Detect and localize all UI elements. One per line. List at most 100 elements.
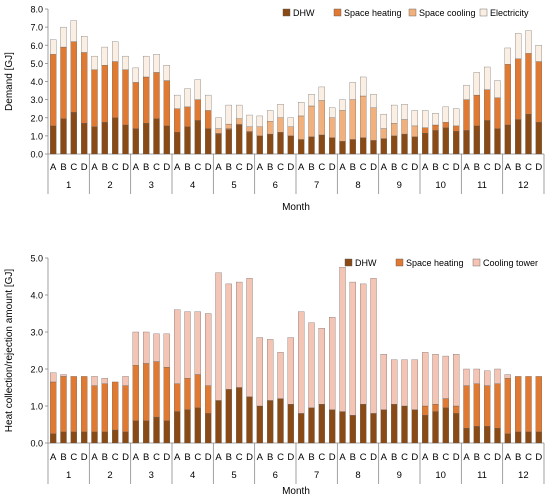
y-tick-label: 1.0 <box>30 131 43 141</box>
bar-segment <box>225 389 232 444</box>
bar-segment <box>473 383 480 427</box>
bar-segment <box>246 126 253 132</box>
bar-segment <box>91 376 98 386</box>
bar-segment <box>132 365 139 421</box>
bar-segment <box>143 123 150 155</box>
bar-segment <box>463 385 470 429</box>
bar-segment <box>504 47 511 65</box>
bar-segment <box>101 46 108 66</box>
subcategory-label: C <box>153 162 160 173</box>
bar-segment <box>370 278 377 414</box>
bar-segment <box>215 272 222 401</box>
bar-segment <box>194 407 201 444</box>
subcategory-label: A <box>505 162 512 173</box>
subcategory-label: B <box>60 162 66 173</box>
legend-swatch <box>344 258 353 267</box>
bar-segment <box>205 413 212 444</box>
bar-segment <box>184 409 191 444</box>
subcategory-label: B <box>515 162 521 173</box>
subcategory-label: C <box>153 452 160 463</box>
bar-segment <box>60 374 67 377</box>
group-label: 1 <box>66 180 71 191</box>
bar-segment <box>236 387 243 444</box>
subcategory-label: A <box>381 452 388 463</box>
subcategory-label: D <box>411 452 418 463</box>
bar-segment <box>132 67 139 83</box>
bar-segment <box>153 72 160 119</box>
group-label: 7 <box>314 470 319 481</box>
group-label: 9 <box>397 180 402 191</box>
bar-segment <box>473 426 480 444</box>
bar-segment <box>122 376 129 386</box>
bar-segment <box>453 405 460 414</box>
bar-segment <box>236 118 243 125</box>
subcategory-label: D <box>535 452 542 463</box>
bar-segment <box>535 122 542 155</box>
bar-segment <box>484 66 491 90</box>
subcategory-label: B <box>515 452 521 463</box>
group-label: 5 <box>231 470 236 481</box>
subcategory-label: C <box>360 452 367 463</box>
bar-segment <box>432 130 439 155</box>
bar-segment <box>453 413 460 444</box>
bar-segment <box>236 104 243 119</box>
subcategory-label: A <box>463 162 470 173</box>
subcategory-label: A <box>257 162 264 173</box>
bar-segment <box>411 136 418 155</box>
subcategory-label: D <box>453 452 460 463</box>
bar-segment <box>194 374 201 408</box>
subcategory-label: C <box>318 452 325 463</box>
subcategory-label: C <box>236 162 243 173</box>
subcategory-label: D <box>122 162 129 173</box>
subcategory-label: A <box>50 452 57 463</box>
y-tick-label: 4.0 <box>30 77 43 87</box>
bar-segment <box>298 115 305 140</box>
bar-segment <box>60 46 67 119</box>
group-label: 12 <box>518 180 529 191</box>
x-axis-label: Month <box>282 202 310 213</box>
bar-segment <box>515 119 522 155</box>
bar-segment <box>91 431 98 444</box>
bar-segment <box>81 52 88 124</box>
bar-segment <box>277 398 284 444</box>
bar-segment <box>391 104 398 124</box>
bar-segment <box>515 376 522 433</box>
bar-segment <box>360 137 367 155</box>
bar-segment <box>432 403 439 412</box>
bar-segment <box>153 333 160 362</box>
y-axis-label: Heat collection/rejection amount [GJ] <box>4 269 15 433</box>
y-tick-label: 2.0 <box>30 365 43 375</box>
bar-segment <box>442 127 449 155</box>
subcategory-label: C <box>442 162 449 173</box>
subcategory-label: D <box>246 162 253 173</box>
bar-segment <box>318 134 325 155</box>
bar-segment <box>370 94 377 108</box>
bar-segment <box>50 54 57 127</box>
bar-segment <box>246 278 253 397</box>
legend-label: Cooling tower <box>483 258 538 268</box>
bar-segment <box>91 126 98 155</box>
bar-segment <box>494 368 501 384</box>
subcategory-label: A <box>422 162 429 173</box>
bar-segment <box>339 99 346 111</box>
bar-segment <box>215 400 222 444</box>
bar-segment <box>163 366 170 421</box>
bar-segment <box>132 82 139 129</box>
bar-segment <box>422 352 429 407</box>
bar-segment <box>391 359 398 405</box>
legend-swatch <box>395 258 404 267</box>
subcategory-label: C <box>525 162 532 173</box>
bar-segment <box>525 30 532 54</box>
bar-segment <box>442 355 449 399</box>
bar-segment <box>246 396 253 444</box>
bar-segment <box>401 133 408 155</box>
bar-segment <box>256 405 263 444</box>
bar-segment <box>184 88 191 108</box>
subcategory-label: A <box>133 162 140 173</box>
bar-segment <box>143 363 150 421</box>
y-tick-label: 5.0 <box>30 59 43 69</box>
bar-segment <box>463 368 470 386</box>
chart-2: 0.0 1.0 2.0 3.0 4.0 5.0 Heat collection/reject… <box>4 254 545 497</box>
bar-segment <box>370 413 377 444</box>
bar-segment <box>349 99 356 140</box>
